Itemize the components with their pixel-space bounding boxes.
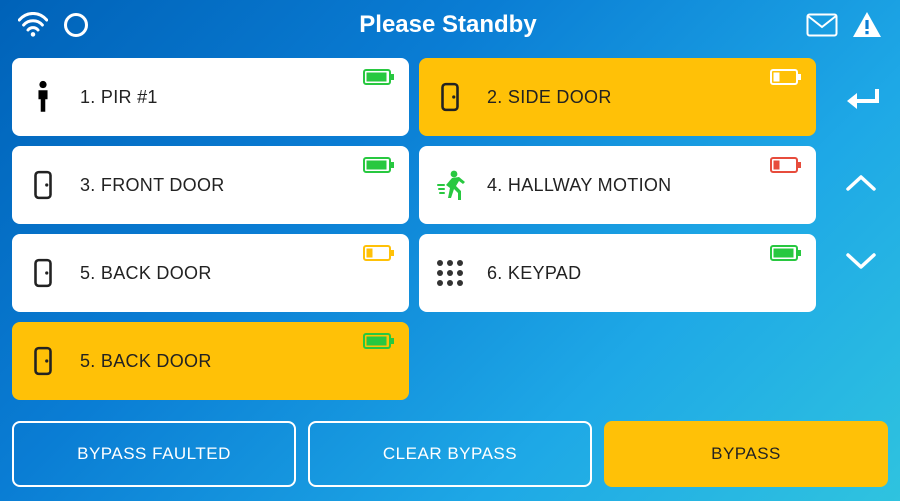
door-icon bbox=[26, 258, 60, 288]
header: Please Standby bbox=[0, 0, 900, 50]
clear-bypass-label: CLEAR BYPASS bbox=[383, 444, 517, 464]
battery-icon bbox=[363, 332, 395, 355]
zone-label: 5. BACK DOOR bbox=[80, 351, 212, 372]
zone-label: 1. PIR #1 bbox=[80, 87, 158, 108]
door-icon bbox=[26, 170, 60, 200]
door-icon bbox=[433, 82, 467, 112]
battery-icon bbox=[363, 156, 395, 179]
door-icon bbox=[26, 346, 60, 376]
battery-icon bbox=[363, 68, 395, 91]
page-title: Please Standby bbox=[90, 11, 806, 39]
zone-label: 5. BACK DOOR bbox=[80, 263, 212, 284]
zone-label: 2. SIDE DOOR bbox=[487, 87, 612, 108]
chevron-up-icon[interactable] bbox=[844, 172, 878, 194]
zone-card-3[interactable]: 3. FRONT DOOR bbox=[12, 146, 409, 224]
zones-wrap: 1. PIR #1 2. SIDE DOOR 3. FRONT DOOR 4. … bbox=[0, 50, 822, 411]
zone-label: 4. HALLWAY MOTION bbox=[487, 175, 671, 196]
zone-label: 6. KEYPAD bbox=[487, 263, 581, 284]
enter-icon[interactable] bbox=[841, 86, 881, 116]
zone-card-5[interactable]: 5. BACK DOOR bbox=[12, 234, 409, 312]
keypad-icon bbox=[433, 258, 467, 288]
zone-card-4[interactable]: 4. HALLWAY MOTION bbox=[419, 146, 816, 224]
motion-icon bbox=[433, 169, 467, 201]
zone-label: 3. FRONT DOOR bbox=[80, 175, 225, 196]
circle-icon bbox=[62, 11, 90, 39]
battery-icon bbox=[363, 244, 395, 267]
main: 1. PIR #1 2. SIDE DOOR 3. FRONT DOOR 4. … bbox=[0, 50, 900, 411]
clear-bypass-button[interactable]: CLEAR BYPASS bbox=[308, 421, 592, 487]
zone-grid: 1. PIR #1 2. SIDE DOOR 3. FRONT DOOR 4. … bbox=[12, 58, 816, 400]
bypass-button[interactable]: BYPASS bbox=[604, 421, 888, 487]
zone-card-7[interactable]: 5. BACK DOOR bbox=[12, 322, 409, 400]
battery-icon bbox=[770, 244, 802, 267]
battery-icon bbox=[770, 68, 802, 91]
sidebar bbox=[822, 50, 900, 411]
bypass-faulted-label: BYPASS FAULTED bbox=[77, 444, 231, 464]
chevron-down-icon[interactable] bbox=[844, 250, 878, 272]
bypass-faulted-button[interactable]: BYPASS FAULTED bbox=[12, 421, 296, 487]
mail-icon[interactable] bbox=[806, 13, 838, 37]
zone-card-2[interactable]: 2. SIDE DOOR bbox=[419, 58, 816, 136]
zone-card-6[interactable]: 6. KEYPAD bbox=[419, 234, 816, 312]
header-left bbox=[18, 11, 90, 39]
zone-card-1[interactable]: 1. PIR #1 bbox=[12, 58, 409, 136]
battery-icon bbox=[770, 156, 802, 179]
header-right bbox=[806, 11, 882, 39]
wifi-icon bbox=[18, 12, 48, 38]
action-row: BYPASS FAULTED CLEAR BYPASS BYPASS bbox=[0, 411, 900, 501]
alert-icon[interactable] bbox=[852, 11, 882, 39]
bypass-label: BYPASS bbox=[711, 444, 781, 464]
person-icon bbox=[26, 80, 60, 114]
